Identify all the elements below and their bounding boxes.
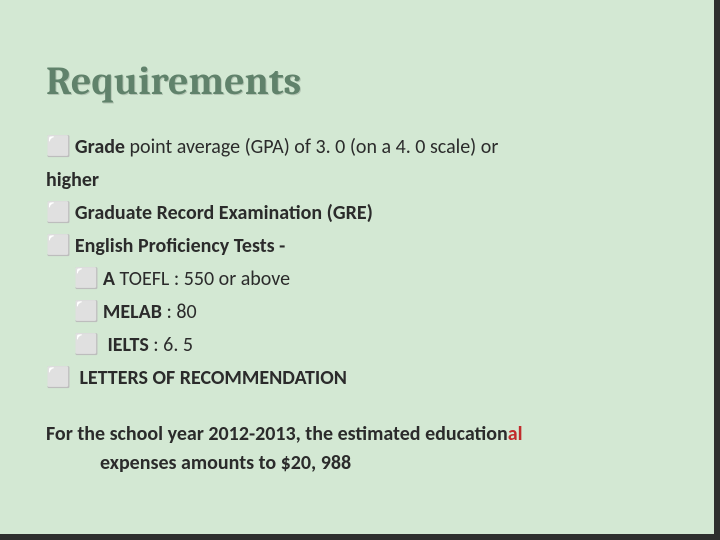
footer-text: For the school year 2012-2013, the estim…: [46, 422, 508, 446]
checkbox-icon: ⬜: [74, 264, 99, 295]
border-bottom: [0, 534, 720, 540]
footer-text-red: al: [508, 422, 523, 446]
text-bold: A: [103, 267, 115, 291]
list-item: ⬜Grade point average (GPA) of 3. 0 (on a…: [46, 132, 680, 163]
text-bold: higher: [46, 168, 99, 192]
footer-line2: expenses amounts to $20, 988: [46, 449, 680, 478]
list-item-cont: higher: [46, 165, 680, 196]
checkbox-icon: ⬜: [46, 363, 71, 394]
body-content: ⬜Grade point average (GPA) of 3. 0 (on a…: [46, 132, 680, 394]
text-bold: Grade: [75, 135, 125, 159]
checkbox-icon: ⬜: [74, 297, 99, 328]
text: : 6. 5: [149, 333, 193, 357]
list-item: ⬜ LETTERS OF RECOMMENDATION: [46, 363, 680, 394]
border-right: [714, 0, 720, 540]
list-item-sub: ⬜A TOEFL : 550 or above: [74, 264, 680, 295]
text: TOEFL : 550 or above: [115, 267, 290, 291]
text-bold: Record Examination (GRE): [152, 201, 373, 225]
text-bold: English: [75, 234, 134, 258]
text-bold: OF RECOMMENDATION: [148, 366, 347, 390]
checkbox-icon: ⬜: [74, 330, 99, 361]
text: : 80: [162, 300, 197, 324]
list-item-sub: ⬜MELAB : 80: [74, 297, 680, 328]
checkbox-icon: ⬜: [46, 231, 71, 262]
text-bold: LETTERS: [79, 366, 148, 390]
slide-title: Requirements: [46, 58, 680, 104]
list-item: ⬜English Proficiency Tests -: [46, 231, 680, 262]
checkbox-icon: ⬜: [46, 132, 71, 163]
text-bold: Graduate: [75, 201, 152, 225]
list-item: ⬜Graduate Record Examination (GRE): [46, 198, 680, 229]
checkbox-icon: ⬜: [46, 198, 71, 229]
text: point average (GPA) of 3. 0 (on a 4. 0 s…: [125, 135, 498, 159]
list-item-sub: ⬜ IELTS : 6. 5: [74, 330, 680, 361]
slide-content: Requirements ⬜Grade point average (GPA) …: [0, 0, 720, 518]
text-bold: Proficiency Tests -: [133, 234, 285, 258]
text-bold: MELAB: [103, 300, 162, 324]
footer-line1: For the school year 2012-2013, the estim…: [46, 420, 680, 449]
text-bold: IELTS: [107, 333, 148, 357]
